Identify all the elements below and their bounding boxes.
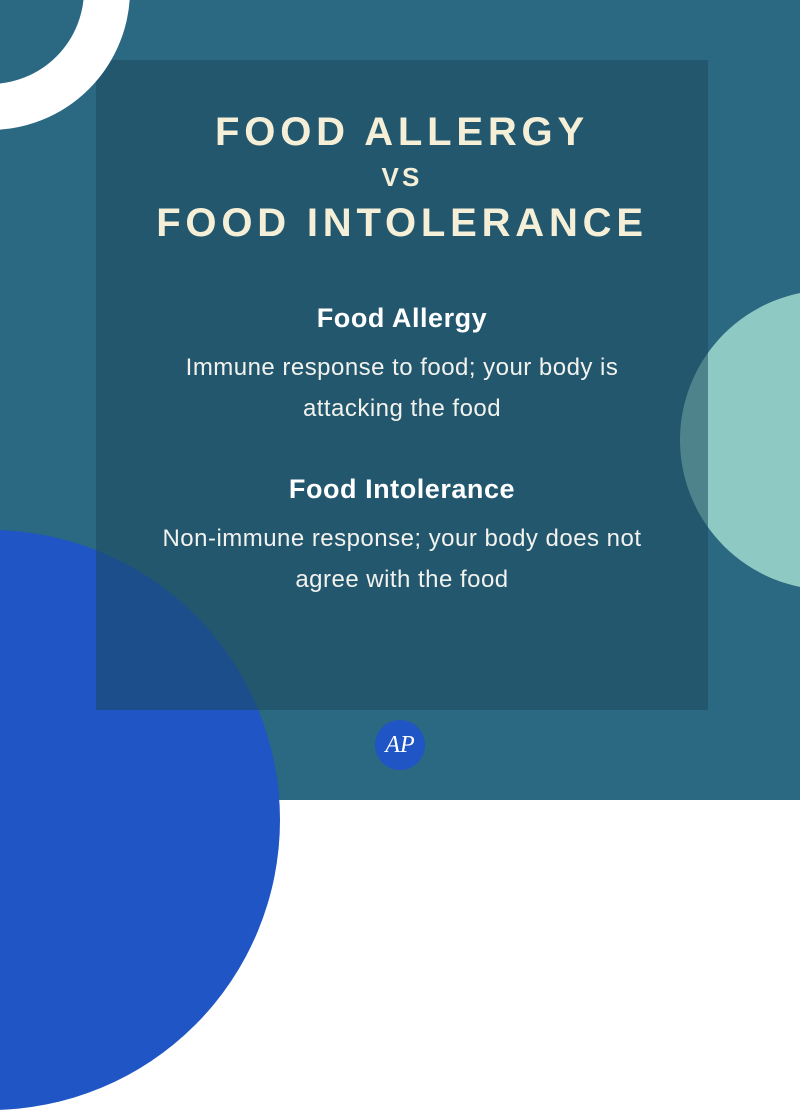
section-intolerance: Food Intolerance Non-immune response; yo…: [136, 474, 668, 601]
logo-badge: AP: [375, 720, 425, 770]
title-line-1: FOOD ALLERGY: [136, 108, 668, 156]
title-line-3: FOOD INTOLERANCE: [136, 199, 668, 247]
section-body: Non-immune response; your body does not …: [136, 519, 668, 601]
title-block: FOOD ALLERGY VS FOOD INTOLERANCE: [136, 108, 668, 247]
logo-text: AP: [385, 732, 414, 759]
section-heading: Food Allergy: [136, 303, 668, 334]
section-allergy: Food Allergy Immune response to food; yo…: [136, 303, 668, 430]
section-heading: Food Intolerance: [136, 474, 668, 505]
section-body: Immune response to food; your body is at…: [136, 348, 668, 430]
content-card: FOOD ALLERGY VS FOOD INTOLERANCE Food Al…: [96, 60, 708, 710]
title-line-vs: VS: [136, 162, 668, 193]
infographic-canvas: FOOD ALLERGY VS FOOD INTOLERANCE Food Al…: [0, 0, 800, 800]
